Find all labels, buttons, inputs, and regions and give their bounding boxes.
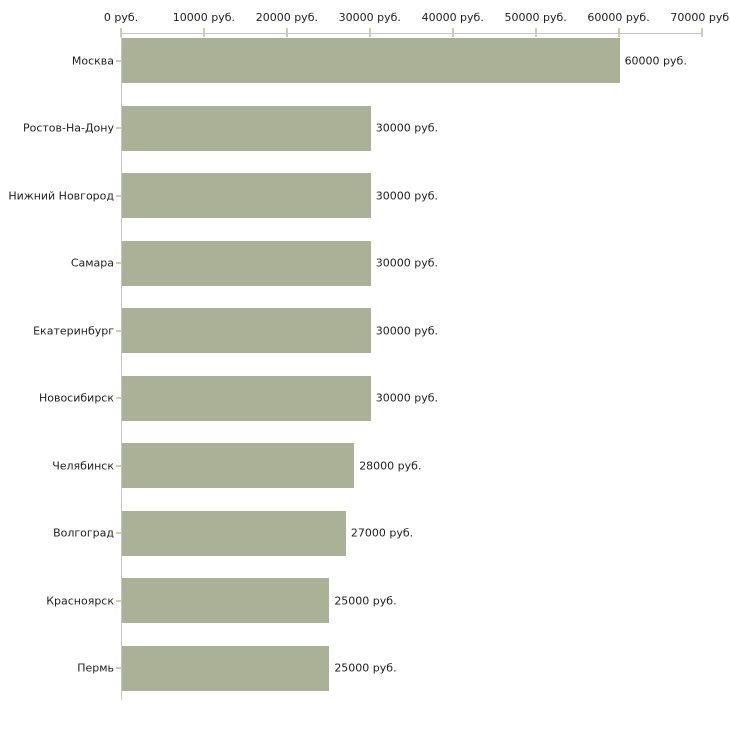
category-tick-mark	[116, 329, 121, 332]
category-label: Челябинск	[52, 459, 114, 472]
value-label: 25000 руб.	[334, 594, 397, 607]
value-label: 60000 руб.	[624, 54, 687, 67]
category-tick-mark	[116, 127, 121, 129]
x-tick-label: 30000 руб.	[338, 11, 401, 24]
category-label: Екатеринбург	[33, 324, 114, 337]
value-label: 25000 руб.	[334, 661, 397, 675]
category-label: Москва	[71, 54, 114, 67]
x-tick-label: 20000 руб.	[255, 11, 318, 24]
bar	[122, 578, 330, 623]
x-tick-mark	[534, 28, 537, 37]
x-tick-mark	[202, 28, 205, 37]
value-label: 30000 руб.	[375, 256, 439, 270]
bar	[122, 105, 371, 151]
category-tick-mark	[116, 262, 121, 264]
x-axis-line	[121, 33, 703, 34]
bar	[122, 443, 355, 488]
x-tick-label: 70000 руб.	[670, 11, 730, 24]
x-tick-label: 60000 руб.	[587, 11, 650, 24]
category-label: Ростов-На-Дону	[22, 121, 114, 135]
category-tick-mark	[116, 397, 121, 399]
x-tick-label: 50000 руб.	[504, 11, 567, 24]
x-tick-label: 40000 руб.	[421, 11, 484, 24]
bar	[122, 240, 371, 286]
value-label: 27000 руб.	[350, 526, 414, 540]
bar	[122, 645, 330, 691]
x-tick-mark	[700, 28, 703, 37]
category-tick-mark	[116, 464, 121, 467]
category-label: Нижний Новгород	[8, 189, 114, 202]
category-tick-mark	[116, 599, 121, 602]
x-tick-label: 0 руб.	[103, 11, 139, 24]
category-label: Волгоград	[53, 526, 114, 540]
bar	[122, 510, 346, 556]
category-label: Пермь	[77, 661, 114, 675]
value-label: 30000 руб.	[375, 189, 439, 202]
bar	[122, 173, 371, 218]
category-label: Новосибирск	[38, 391, 114, 405]
bar	[122, 38, 620, 83]
bar	[122, 308, 371, 353]
bar	[122, 375, 371, 421]
x-tick-mark	[617, 28, 620, 37]
x-tick-mark	[368, 28, 371, 37]
y-axis-line	[121, 33, 122, 700]
x-tick-label: 10000 руб.	[172, 11, 236, 24]
category-label: Самара	[70, 256, 114, 270]
x-tick-mark	[120, 28, 122, 37]
category-tick-mark	[116, 59, 121, 62]
category-tick-mark	[116, 532, 121, 534]
value-label: 30000 руб.	[375, 391, 439, 405]
x-tick-mark	[285, 28, 288, 37]
value-label: 30000 руб.	[375, 324, 439, 337]
category-label: Красноярск	[46, 594, 114, 607]
value-label: 28000 руб.	[359, 459, 422, 472]
category-tick-mark	[116, 667, 121, 669]
category-tick-mark	[116, 194, 121, 197]
x-tick-mark	[451, 28, 454, 37]
value-label: 30000 руб.	[375, 121, 439, 135]
